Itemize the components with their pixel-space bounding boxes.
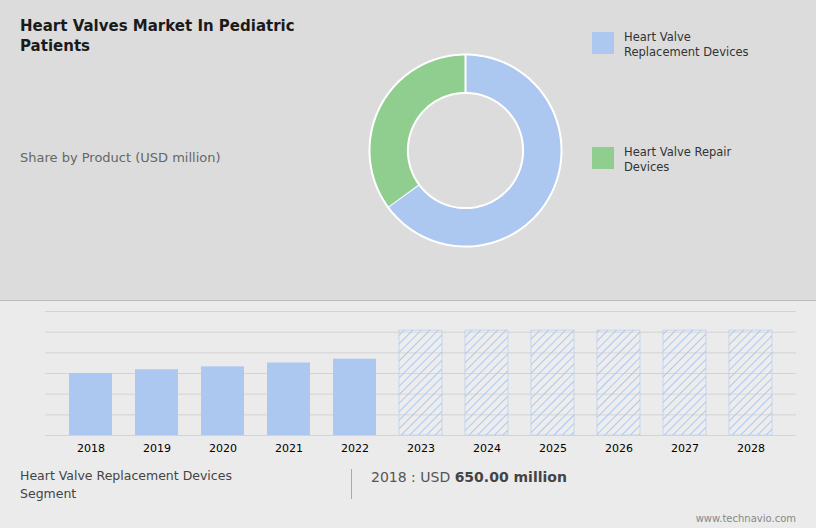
html-text:2018 : USD 650.00 million: 2018 : USD 650.00 million	[371, 469, 567, 485]
svg-text:2020: 2020	[209, 442, 237, 455]
svg-text:2023: 2023	[407, 442, 435, 455]
html-text:www.technavio.com: www.technavio.com	[695, 513, 796, 524]
svg-text:2018: 2018	[77, 442, 105, 455]
svg-text:2026: 2026	[605, 442, 633, 455]
html-text:Heart Valve Replacement Device: Heart Valve Replacement Devices Segment	[20, 468, 232, 501]
svg-text:2022: 2022	[341, 442, 369, 455]
html-text:Heart Valve Replacement Device: Heart Valve Replacement Devices	[624, 30, 749, 59]
svg-text:2019: 2019	[143, 442, 171, 455]
html-text:Share by Product (USD million): Share by Product (USD million)	[20, 150, 221, 165]
svg-text:2024: 2024	[473, 442, 501, 455]
html-text:Heart Valve Repair Devices: Heart Valve Repair Devices	[624, 145, 732, 174]
svg-text:2021: 2021	[275, 442, 303, 455]
html-text:Heart Valves Market In Pediatr: Heart Valves Market In Pediatric Patient…	[20, 17, 295, 56]
svg-text:2027: 2027	[671, 442, 699, 455]
svg-text:2028: 2028	[737, 442, 765, 455]
svg-text:2025: 2025	[539, 442, 567, 455]
